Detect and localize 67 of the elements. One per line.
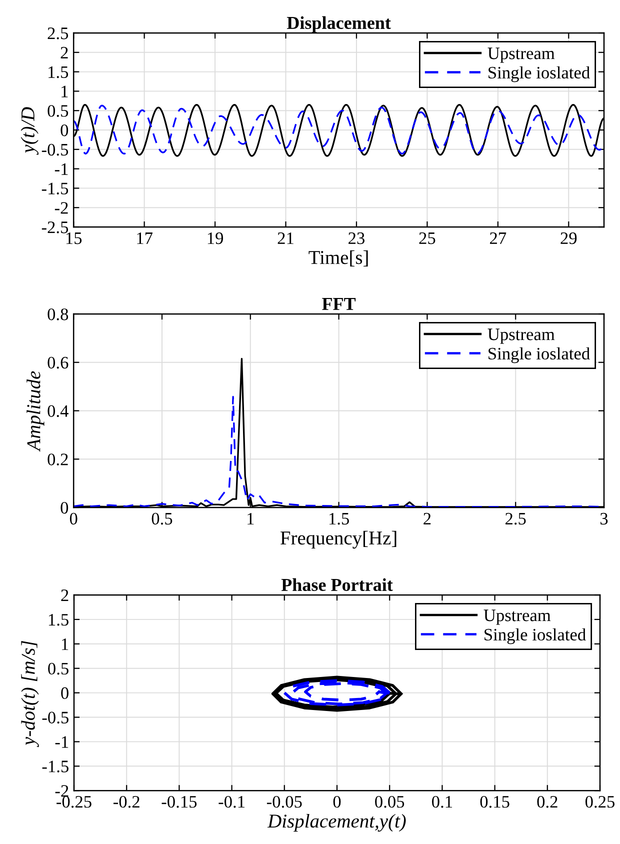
- y-tick-label: -2.5: [42, 222, 68, 234]
- x-axis-title: Time[s]: [308, 250, 368, 266]
- chart-title: Phase Portrait: [281, 578, 393, 592]
- x-tick-label: -0.1: [218, 796, 244, 808]
- y-tick-label: 0: [61, 687, 68, 699]
- x-tick-label: -0.15: [162, 796, 197, 808]
- y-tick-label: -1.5: [42, 760, 68, 772]
- legend-label: Upstream: [484, 610, 551, 625]
- x-tick-label: 19: [208, 232, 224, 244]
- legend-label: Upstream: [488, 328, 555, 344]
- y-tick-label: 2: [61, 590, 68, 602]
- y-tick-label: 0: [60, 124, 68, 136]
- x-tick-label: 0: [333, 796, 341, 808]
- y-tick-label: 0: [60, 502, 68, 514]
- y-tick-label: 0.6: [48, 356, 68, 369]
- x-tick-label: 21: [278, 232, 294, 244]
- x-axis-title: Frequency[Hz]: [280, 530, 396, 549]
- x-tick-label: 0.15: [480, 796, 510, 808]
- y-tick-label: 1.5: [48, 66, 68, 78]
- y-tick-label: -1: [55, 736, 68, 748]
- chart-title: FFT: [322, 298, 356, 310]
- line-series: [283, 679, 391, 706]
- x-tick-label: -0.2: [114, 796, 140, 808]
- x-tick-label: 25: [419, 232, 436, 244]
- y-tick-label: 0.5: [48, 105, 68, 117]
- y-tick-label: -2: [54, 202, 68, 214]
- y-tick-label: -0.5: [42, 144, 68, 156]
- x-tick-label: 0.2: [537, 796, 558, 808]
- y-tick-label: 0.8: [48, 308, 68, 320]
- x-tick-label: -0.05: [266, 796, 302, 808]
- x-tick-label: -0.25: [56, 796, 92, 808]
- x-tick-label: 27: [490, 232, 506, 244]
- y-tick-label: -2: [55, 785, 68, 797]
- legend-label: Single ioslated: [488, 66, 590, 82]
- x-tick-label: 15: [66, 232, 82, 244]
- legend-label: Single ioslated: [484, 628, 586, 644]
- y-tick-label: 1: [62, 638, 68, 650]
- y-axis-title: y(t)/D: [20, 107, 38, 155]
- x-tick-label: 2.5: [506, 512, 526, 525]
- x-tick-label: 2: [424, 512, 431, 524]
- x-tick-label: 23: [348, 232, 364, 244]
- y-tick-label: 0.4: [48, 405, 68, 418]
- x-tick-label: 0: [70, 512, 78, 525]
- y-tick-label: 0.2: [48, 454, 68, 466]
- y-tick-label: 1.5: [48, 614, 68, 626]
- x-tick-label: 0.25: [585, 796, 615, 808]
- x-tick-label: 0.5: [152, 512, 172, 525]
- legend-label: Upstream: [488, 48, 555, 63]
- y-tick-label: 2.5: [48, 28, 68, 40]
- y-tick-label: -0.5: [42, 712, 68, 724]
- legend-label: Single ioslated: [488, 347, 590, 364]
- x-tick-label: 0.05: [375, 796, 404, 808]
- y-tick-label: 2: [60, 46, 68, 58]
- y-tick-label: 1: [62, 86, 68, 98]
- chart-title: Displacement: [286, 16, 391, 33]
- x-tick-label: 0.1: [432, 796, 452, 808]
- x-tick-label: 1.5: [329, 512, 349, 525]
- y-tick-label: -1: [54, 163, 68, 175]
- y-axis-title: y-dot(t) [m/s]: [21, 641, 39, 748]
- y-tick-label: -1.5: [42, 182, 68, 194]
- x-tick-label: 17: [137, 232, 152, 244]
- x-tick-label: 1: [248, 512, 254, 524]
- y-tick-label: 0.5: [48, 662, 68, 675]
- x-tick-label: 3: [600, 512, 608, 525]
- y-axis-title: Amplitude: [26, 371, 44, 452]
- x-tick-label: 29: [560, 232, 577, 244]
- x-axis-title: Displacement,y(t): [267, 814, 406, 832]
